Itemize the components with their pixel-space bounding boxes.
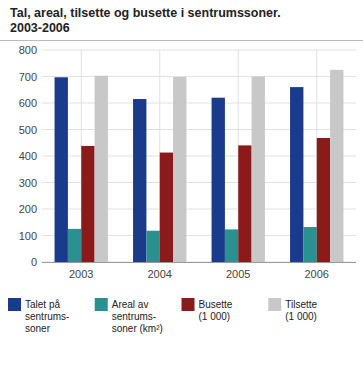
legend-swatch [268, 298, 281, 311]
tick-label: 500 [19, 124, 37, 136]
bar [55, 77, 68, 262]
y-axis: 0 100 200 300 400 500 600 700 800 [19, 44, 37, 268]
bar [95, 76, 108, 262]
legend-swatch [95, 298, 108, 311]
tick-label: 800 [19, 44, 37, 56]
x-axis: 2003 2004 2005 2006 [69, 268, 329, 280]
grid-line [42, 50, 356, 51]
bar [225, 229, 238, 262]
legend: Talet påsentrums-soner Areal avsentrums-s… [8, 298, 318, 334]
bar [212, 98, 225, 262]
tick-label: 100 [19, 230, 37, 242]
bar [133, 99, 146, 262]
bar [303, 227, 316, 262]
tick-label: 2004 [148, 268, 172, 280]
chart: Tal, areal, tilsette og busette i sentru… [0, 0, 363, 377]
legend-label: Areal avsentrums-soner (km²) [112, 299, 163, 334]
bar [290, 87, 303, 262]
bar [252, 77, 265, 263]
axis-line [42, 262, 356, 263]
bar [81, 146, 94, 262]
grid-line [42, 129, 356, 130]
legend-label: Talet påsentrums-soner [25, 299, 69, 334]
grid-line [42, 76, 356, 77]
tick-label: 200 [19, 203, 37, 215]
chart-container: Tal, areal, tilsette og busette i sentru… [0, 0, 363, 377]
legend-swatch [182, 298, 195, 311]
bar [317, 138, 330, 262]
tick-label: 2006 [305, 268, 329, 280]
grid-line [42, 103, 356, 104]
grid [42, 50, 356, 262]
subtitle: 2003-2006 [10, 21, 70, 35]
legend-label: Busette(1 000) [199, 299, 233, 322]
bars [55, 70, 344, 262]
bar [68, 229, 81, 262]
tick-label: 2005 [226, 268, 250, 280]
tick-label: 400 [19, 150, 37, 162]
bar [238, 145, 251, 262]
separator [0, 40, 363, 41]
tick-label: 600 [19, 97, 37, 109]
tick-label: 2003 [69, 268, 93, 280]
bar [146, 231, 159, 262]
legend-swatch [8, 298, 21, 311]
bar [330, 70, 343, 262]
bar [173, 77, 186, 262]
tick-label: 300 [19, 177, 37, 189]
legend-label: Tilsette(1 000) [285, 299, 317, 322]
tick-label: 0 [31, 256, 37, 268]
bar [160, 153, 173, 262]
title: Tal, areal, tilsette og busette i sentru… [10, 6, 281, 20]
tick-label: 700 [19, 71, 37, 83]
